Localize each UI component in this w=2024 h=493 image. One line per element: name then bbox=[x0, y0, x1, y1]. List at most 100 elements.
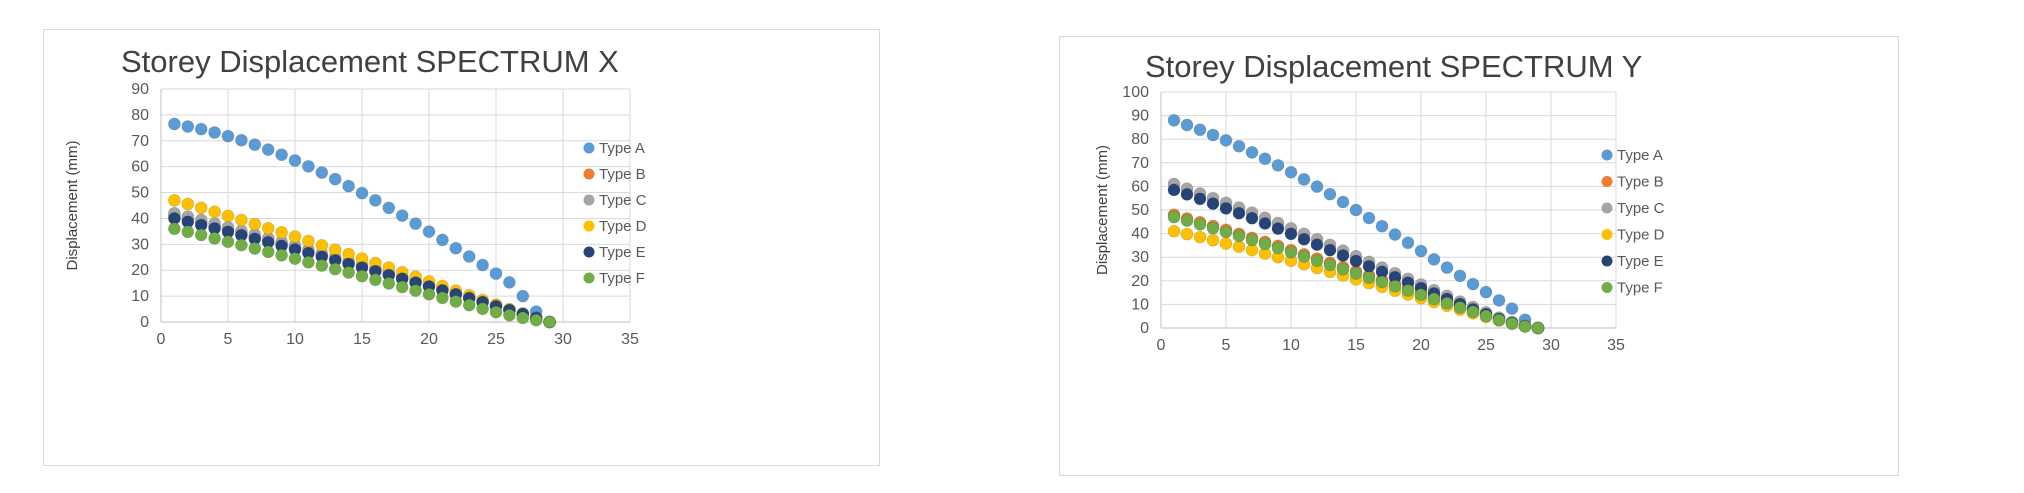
legend-item: Type B bbox=[1601, 174, 1664, 191]
data-point bbox=[1466, 277, 1480, 291]
data-point bbox=[1206, 221, 1220, 235]
data-point bbox=[1206, 128, 1220, 142]
data-point bbox=[1388, 228, 1402, 241]
legend-marker bbox=[1601, 176, 1613, 187]
legend-item: Type F bbox=[583, 270, 645, 287]
data-point bbox=[1271, 158, 1285, 172]
data-point bbox=[194, 122, 208, 136]
data-point bbox=[234, 213, 248, 227]
data-point bbox=[1193, 192, 1207, 206]
legend-label: Type F bbox=[599, 270, 645, 287]
data-point bbox=[1258, 217, 1272, 230]
data-point bbox=[1336, 262, 1350, 276]
legend-item: Type F bbox=[1601, 280, 1663, 297]
y-tick-label: 0 bbox=[1140, 320, 1149, 337]
data-point bbox=[1427, 292, 1441, 306]
data-point bbox=[1297, 232, 1311, 246]
data-point bbox=[355, 269, 369, 283]
legend-label: Type E bbox=[1617, 253, 1664, 270]
x-tick-label: 5 bbox=[1222, 337, 1231, 354]
chart-spectrum-y-svg: Storey Displacement SPECTRUM Y 0 10 20 30 40 5… bbox=[1094, 49, 1665, 354]
data-point bbox=[261, 143, 275, 156]
data-point bbox=[1219, 133, 1233, 147]
data-point bbox=[1245, 233, 1259, 247]
data-point bbox=[1167, 113, 1181, 127]
data-point bbox=[1245, 146, 1259, 159]
data-point bbox=[275, 148, 289, 162]
legend-item: Type A bbox=[1601, 147, 1663, 164]
chart-title: Storey Displacement SPECTRUM Y bbox=[1145, 49, 1642, 84]
legend-marker bbox=[583, 220, 595, 232]
data-point bbox=[395, 209, 409, 222]
legend-label: Type D bbox=[599, 218, 647, 235]
data-point bbox=[1375, 275, 1389, 289]
data-point bbox=[1284, 245, 1298, 259]
legend-marker bbox=[1601, 255, 1613, 267]
y-tick-label: 50 bbox=[131, 185, 149, 202]
data-point bbox=[167, 193, 181, 207]
legend-item: Type D bbox=[1601, 227, 1665, 244]
data-point bbox=[1271, 241, 1285, 255]
data-point bbox=[1323, 258, 1337, 272]
legend-item: Type A bbox=[583, 140, 645, 157]
data-point bbox=[1336, 195, 1350, 209]
data-point bbox=[315, 238, 329, 252]
data-point bbox=[462, 298, 476, 312]
legend-marker bbox=[583, 142, 595, 154]
data-point bbox=[342, 266, 356, 279]
data-point bbox=[342, 179, 356, 193]
legend-label: Type A bbox=[599, 140, 645, 157]
data-point bbox=[1362, 271, 1376, 285]
data-point bbox=[1167, 210, 1181, 224]
data-point bbox=[181, 197, 195, 211]
data-point bbox=[167, 222, 181, 236]
data-point bbox=[1466, 305, 1480, 319]
data-point bbox=[409, 217, 423, 231]
data-point bbox=[1232, 240, 1246, 254]
x-tick-label: 25 bbox=[487, 331, 505, 348]
series-type-f bbox=[167, 222, 557, 329]
data-point bbox=[288, 252, 302, 265]
chart-spectrum-y: Storey Displacement SPECTRUM Y 0 10 20 30 40 5… bbox=[1059, 36, 1899, 476]
data-point bbox=[208, 205, 222, 219]
data-point bbox=[1258, 237, 1272, 251]
data-point bbox=[194, 228, 208, 242]
data-point bbox=[1479, 285, 1493, 299]
data-point bbox=[435, 291, 449, 305]
data-point bbox=[1258, 152, 1272, 166]
legend-label: Type F bbox=[1617, 280, 1663, 297]
data-point bbox=[543, 315, 557, 329]
legend-marker bbox=[1601, 149, 1613, 161]
legend-label: Type B bbox=[1617, 174, 1664, 191]
y-tick-label: 60 bbox=[1131, 178, 1149, 195]
data-point bbox=[1180, 214, 1194, 228]
data-point bbox=[422, 287, 436, 301]
data-point bbox=[502, 275, 516, 289]
data-point bbox=[1193, 230, 1207, 244]
legend-label: Type C bbox=[599, 192, 647, 209]
chart-spectrum-x: Storey Displacement SPECTRUM X 0 10 20 30 40 5… bbox=[43, 29, 880, 466]
data-point bbox=[1388, 279, 1402, 293]
y-tick-label: 10 bbox=[131, 288, 149, 305]
data-point bbox=[516, 311, 530, 325]
data-point bbox=[1401, 284, 1415, 297]
data-point bbox=[234, 238, 248, 252]
y-tick-label: 50 bbox=[1131, 202, 1149, 219]
data-point bbox=[1492, 293, 1506, 307]
data-point bbox=[1375, 219, 1389, 233]
data-point bbox=[1453, 269, 1467, 283]
data-point bbox=[1492, 313, 1506, 327]
series-type-a bbox=[167, 117, 543, 319]
data-point bbox=[1206, 197, 1220, 211]
data-point bbox=[1349, 254, 1363, 268]
data-point bbox=[395, 280, 409, 294]
data-point bbox=[275, 248, 289, 262]
data-point bbox=[1362, 211, 1376, 225]
legend-item: Type B bbox=[583, 166, 646, 183]
x-tick-label: 35 bbox=[621, 331, 639, 348]
data-point bbox=[1414, 288, 1428, 302]
data-point bbox=[422, 225, 436, 239]
data-point bbox=[489, 305, 503, 319]
data-point bbox=[1349, 203, 1363, 217]
data-point bbox=[181, 120, 195, 133]
